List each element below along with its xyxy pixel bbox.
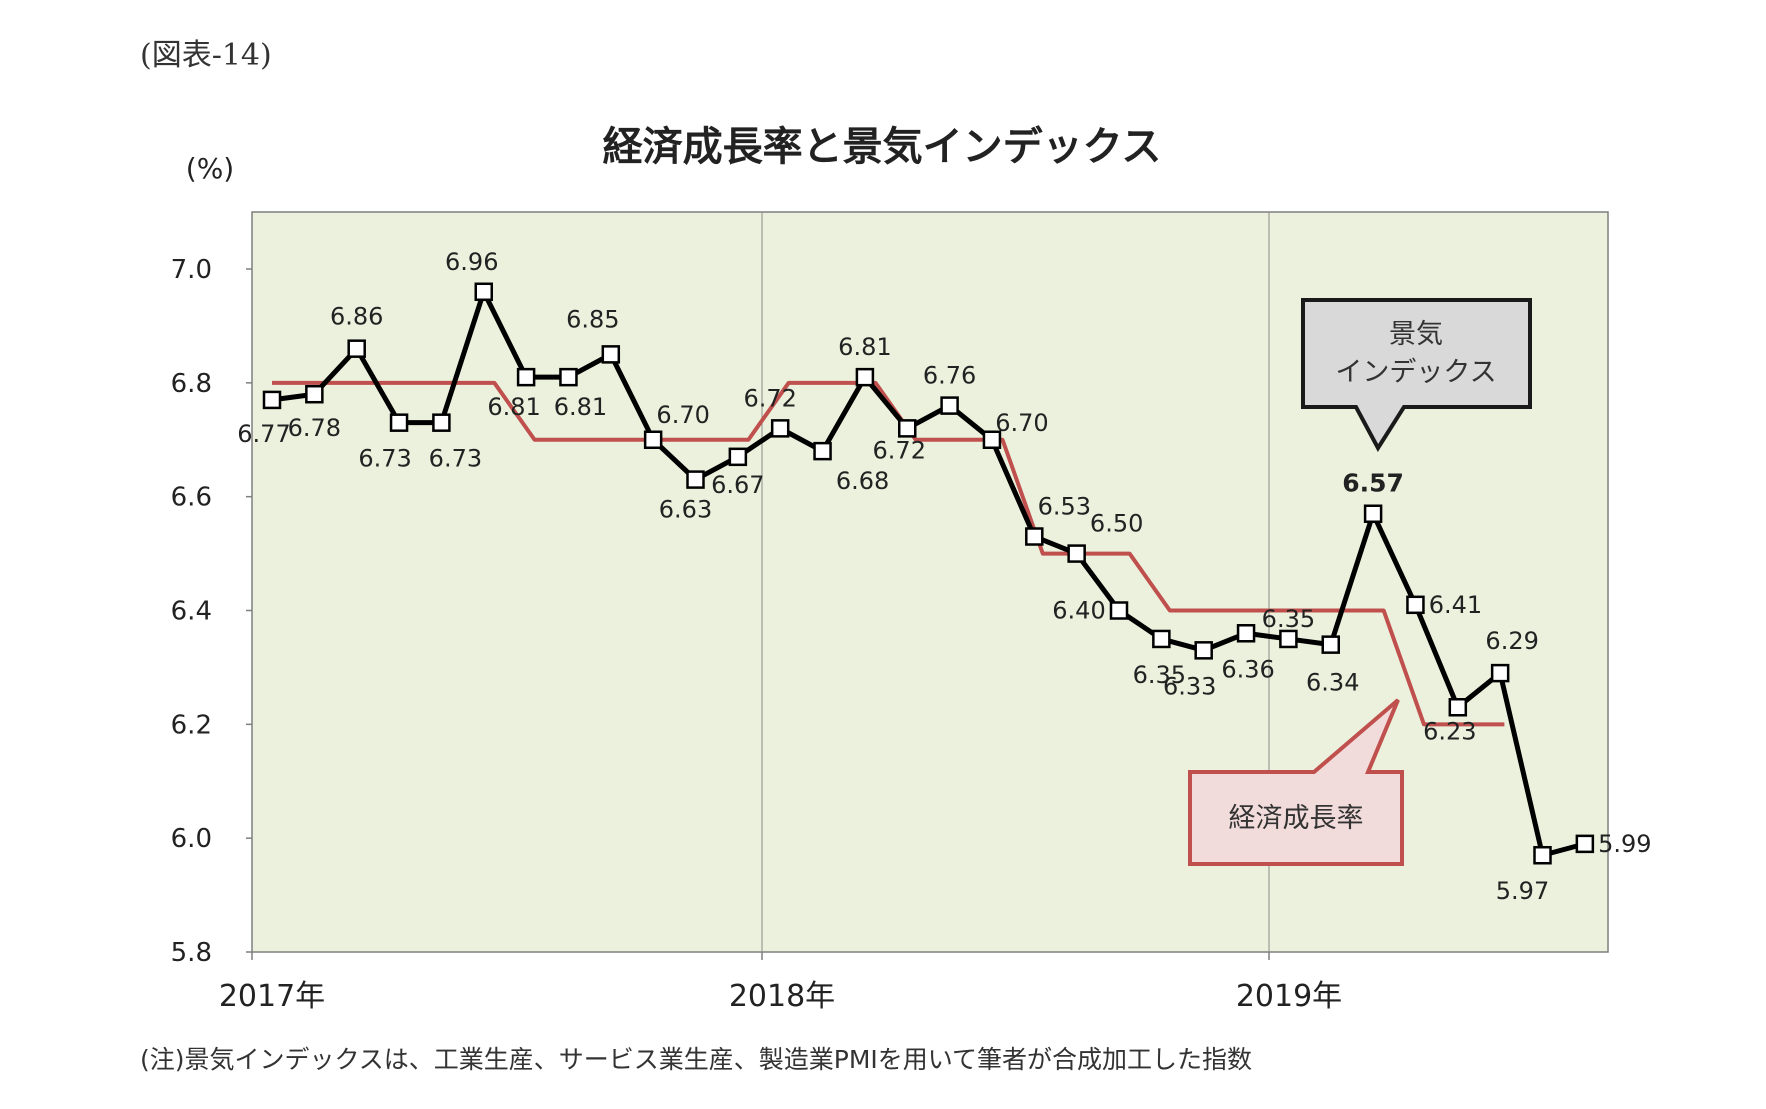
business-index-point-4 (432, 413, 451, 432)
data-label-3: 6.73 (358, 445, 411, 473)
data-label-14: 6.81 (838, 333, 891, 361)
callout-growth-rate-shape (1188, 698, 1404, 866)
business-index-point-9 (643, 430, 663, 449)
callout-business-index-line2: インデックス (1335, 357, 1496, 388)
data-label-18: 6.53 (1038, 493, 1091, 521)
data-label-11: 6.67 (711, 471, 764, 499)
business-index-point-13 (813, 441, 832, 461)
data-label-31: 5.99 (1598, 830, 1651, 858)
business-index-point-7 (559, 367, 578, 387)
data-label-19: 6.50 (1090, 510, 1143, 538)
data-label-29: 6.29 (1485, 627, 1538, 655)
data-label-16: 6.76 (923, 362, 976, 390)
callout-growth-rate: 経済成長率 (1188, 698, 1404, 866)
data-label-13: 6.68 (836, 467, 889, 495)
data-label-2: 6.86 (330, 303, 383, 331)
business-index-point-30 (1533, 845, 1552, 865)
business-index-point-12 (770, 419, 790, 438)
business-index-point-5 (474, 282, 493, 302)
data-label-0: 6.77 (237, 420, 290, 448)
callout-growth-rate-label: 経済成長率 (1229, 803, 1364, 834)
business-index-point-16 (940, 396, 959, 415)
y-tick-label-2: 6.2 (171, 710, 212, 740)
business-index-point-10 (686, 470, 705, 489)
data-label-10: 6.63 (659, 496, 712, 524)
data-label-20: 6.40 (1052, 597, 1105, 625)
business-index-line (271, 289, 1586, 858)
data-label-1: 6.78 (288, 414, 341, 442)
data-label-9: 6.70 (656, 401, 709, 429)
y-tick-label-4: 6.6 (171, 483, 212, 513)
business-index-point-18 (1025, 527, 1044, 546)
business-index-point-15 (898, 419, 917, 438)
data-label-24: 6.35 (1262, 605, 1315, 633)
data-label-21: 6.35 (1133, 661, 1186, 689)
data-label-26: 6.57 (1342, 469, 1404, 498)
business-index-point-28 (1448, 698, 1468, 717)
callout-business-index: 景気 インデックス (1301, 298, 1532, 452)
data-label-22: 6.33 (1163, 672, 1216, 700)
figure-label: (図表-14) (140, 38, 272, 73)
y-tick-label-5: 6.8 (171, 369, 212, 399)
data-label-23: 6.36 (1221, 655, 1274, 683)
x-tick-label-0: 2017年 (219, 979, 325, 1014)
data-label-7: 6.81 (554, 393, 607, 421)
data-label-12: 6.72 (743, 384, 796, 412)
business-index-point-27 (1406, 595, 1425, 615)
y-axis-ticks: 5.8 6.0 6.2 6.4 6.6 6.8 7.0 (171, 255, 252, 968)
business-index-point-22 (1194, 641, 1213, 660)
data-label-30: 5.97 (1496, 877, 1549, 905)
business-index-point-8 (601, 345, 621, 364)
business-index-point-25 (1321, 635, 1340, 654)
x-axis-ticks: 2017年 2018年 2019年 (219, 952, 1342, 1014)
business-index-point-26 (1363, 504, 1383, 523)
business-index-point-0 (262, 390, 282, 410)
business-index-point-2 (347, 339, 366, 358)
business-index-point-1 (305, 384, 324, 404)
business-index-point-23 (1236, 624, 1256, 643)
business-index-point-20 (1109, 601, 1129, 620)
y-axis-unit: (%) (186, 152, 234, 185)
y-tick-label-0: 5.8 (171, 938, 212, 968)
business-index-point-14 (855, 367, 875, 387)
x-tick-label-1: 2018年 (729, 979, 835, 1014)
data-label-25: 6.34 (1306, 669, 1359, 697)
data-label-17: 6.70 (995, 409, 1048, 437)
data-labels: 6.776.78 6.86 6.73 6.73 6.96 6.81 6.81 6.85 6.70… (237, 248, 1651, 905)
y-tick-label-3: 6.4 (171, 597, 212, 627)
business-index-point-17 (982, 430, 1002, 449)
data-label-8: 6.85 (566, 305, 619, 333)
business-index-point-29 (1490, 663, 1510, 683)
y-tick-label-1: 6.0 (171, 824, 212, 854)
business-index-point-19 (1067, 544, 1086, 563)
footnote: (注)景気インデックスは、工業生産、サービス業生産、製造業PMIを用いて筆者が合… (140, 1045, 1253, 1074)
data-label-28: 6.23 (1423, 717, 1476, 745)
data-label-4: 6.73 (429, 445, 482, 473)
business-index-point-6 (516, 367, 536, 387)
callout-business-index-line1: 景気 (1389, 319, 1443, 350)
data-label-15: 6.72 (873, 436, 926, 464)
business-index-point-3 (389, 413, 409, 432)
business-index-point-31 (1575, 834, 1595, 854)
data-label-27: 6.41 (1429, 591, 1482, 619)
business-index-point-11 (728, 447, 748, 467)
x-tick-label-2: 2019年 (1236, 979, 1342, 1014)
data-label-6: 6.81 (487, 393, 540, 421)
y-tick-label-6: 7.0 (171, 255, 212, 285)
series-business-index (262, 282, 1595, 865)
chart-title: 経済成長率と景気インデックス (603, 124, 1162, 170)
business-index-point-21 (1152, 629, 1171, 649)
data-label-5: 6.96 (445, 248, 498, 276)
callout-business-index-shape (1301, 298, 1532, 452)
business-index-point-24 (1279, 629, 1298, 649)
